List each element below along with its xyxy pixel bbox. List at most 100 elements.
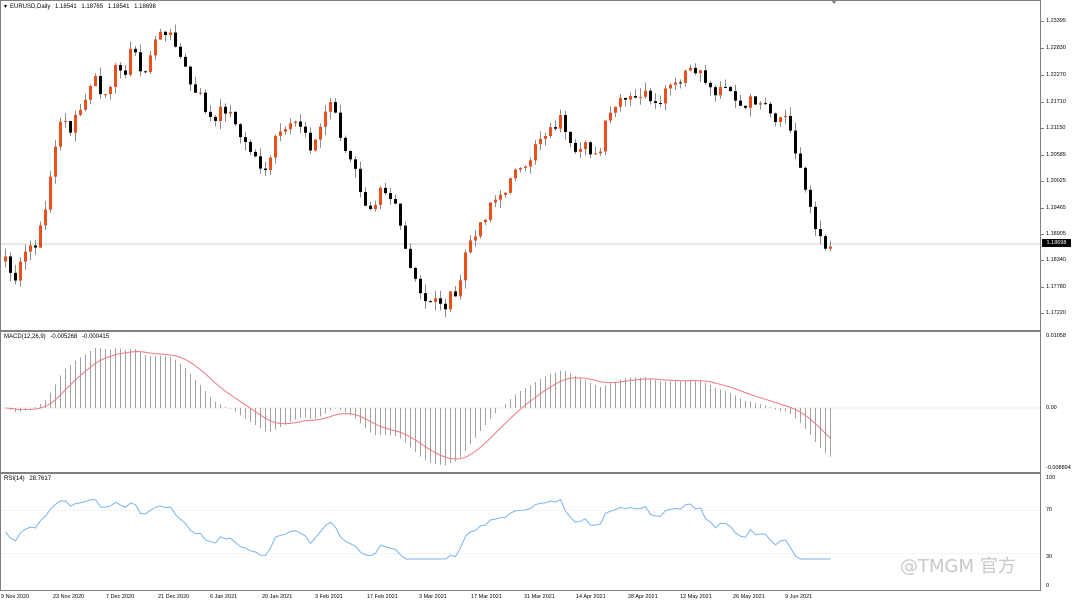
candle — [764, 97, 767, 105]
candle — [319, 123, 322, 148]
candle — [609, 106, 612, 124]
candle — [419, 275, 422, 300]
candle — [249, 139, 252, 156]
candle — [399, 203, 402, 230]
macd-pane[interactable]: MACD(12,26,9) -0.005268 -0.000415 — [0, 331, 1041, 473]
candle — [194, 76, 197, 94]
time-axis[interactable]: 9 Nov 2020 23 Nov 2020 7 Dec 2020 21 Dec… — [0, 591, 1041, 604]
candle — [464, 249, 467, 289]
date-label: 9 Nov 2020 — [1, 594, 30, 600]
candle — [74, 110, 77, 142]
candle — [109, 85, 112, 100]
candle — [524, 165, 527, 172]
candle — [209, 105, 212, 122]
candle — [124, 65, 127, 79]
macd-axis[interactable]: 0.01058 0.00 -0.008894 — [1041, 331, 1072, 473]
candle — [789, 107, 792, 134]
candle — [214, 114, 217, 127]
candle — [744, 105, 747, 110]
candle — [519, 167, 522, 173]
candle — [669, 83, 672, 96]
candle — [549, 123, 552, 139]
candle — [529, 157, 532, 174]
candle — [709, 80, 712, 96]
candle — [489, 201, 492, 223]
date-label: 9 Jun 2021 — [785, 594, 813, 600]
chart-collapse-icon[interactable]: ▾ — [4, 4, 8, 10]
high-value: 1.18765 — [81, 4, 104, 10]
candle — [659, 95, 662, 108]
candle — [314, 138, 317, 152]
candle — [614, 106, 617, 118]
price-axis[interactable]: 1.23395 1.22830 1.22270 1.21710 1.21150 … — [1041, 0, 1072, 331]
candle — [704, 64, 707, 86]
rsi-chart[interactable] — [1, 474, 1040, 590]
rsi-axis[interactable]: 100 70 30 0 — [1041, 473, 1072, 591]
rsi-tick: 0 — [1046, 583, 1050, 589]
macd-chart[interactable] — [1, 332, 1040, 472]
candle — [434, 290, 437, 311]
candle — [604, 120, 607, 156]
rsi-label: RSI(14) — [4, 476, 25, 482]
candle — [824, 234, 827, 251]
price-tick: 1.18340 — [1046, 257, 1066, 263]
chart-shift-marker-icon[interactable] — [831, 0, 837, 4]
candle — [804, 166, 807, 193]
macd-tick: 0.00 — [1046, 405, 1057, 411]
candle — [364, 187, 367, 207]
candle — [289, 118, 292, 135]
date-label: 17 Mar 2021 — [471, 594, 502, 600]
candle — [179, 43, 182, 59]
candle — [234, 111, 237, 127]
candle — [469, 235, 472, 254]
date-label: 7 Dec 2020 — [106, 594, 135, 600]
candle — [694, 63, 697, 76]
candle — [264, 161, 267, 177]
price-tick: 1.18905 — [1046, 231, 1066, 237]
candle — [254, 149, 257, 158]
candle — [574, 139, 577, 154]
candlestick-chart[interactable] — [1, 1, 1040, 330]
candle — [539, 131, 542, 151]
candle — [439, 290, 442, 311]
candle — [374, 200, 377, 212]
candle — [774, 112, 777, 127]
candle — [369, 201, 372, 211]
price-tick: 1.21710 — [1046, 99, 1066, 105]
candle — [684, 69, 687, 87]
candle — [579, 142, 582, 158]
candle — [769, 101, 772, 118]
candle — [724, 79, 727, 88]
candle — [84, 93, 87, 112]
candle — [29, 240, 32, 261]
candle — [39, 221, 42, 249]
rsi-pane[interactable]: RSI(14) 28.7617 — [0, 473, 1041, 591]
candle — [24, 244, 27, 270]
candle — [204, 89, 207, 114]
candle — [479, 222, 482, 239]
candle — [329, 98, 332, 120]
price-chart-pane[interactable]: ▾ EURUSD,Daily 1.18541 1.18765 1.18541 1.… — [0, 0, 1041, 331]
rsi-tick: 30 — [1046, 554, 1053, 560]
candle — [359, 161, 362, 198]
candle — [384, 182, 387, 196]
candle — [334, 98, 337, 114]
candle — [679, 79, 682, 89]
candle — [269, 155, 272, 176]
candle — [304, 122, 307, 138]
candle — [99, 67, 102, 99]
candle — [544, 132, 547, 146]
candle — [569, 130, 572, 148]
date-label: 21 Dec 2020 — [158, 594, 190, 600]
candle — [404, 221, 407, 249]
rsi-value: 28.7617 — [29, 476, 52, 482]
candle — [699, 70, 702, 82]
candle — [414, 267, 417, 282]
candle — [639, 88, 642, 105]
candle — [449, 291, 452, 313]
candle — [349, 150, 352, 163]
candle — [714, 85, 717, 102]
candle — [19, 257, 22, 287]
candle — [54, 140, 57, 184]
